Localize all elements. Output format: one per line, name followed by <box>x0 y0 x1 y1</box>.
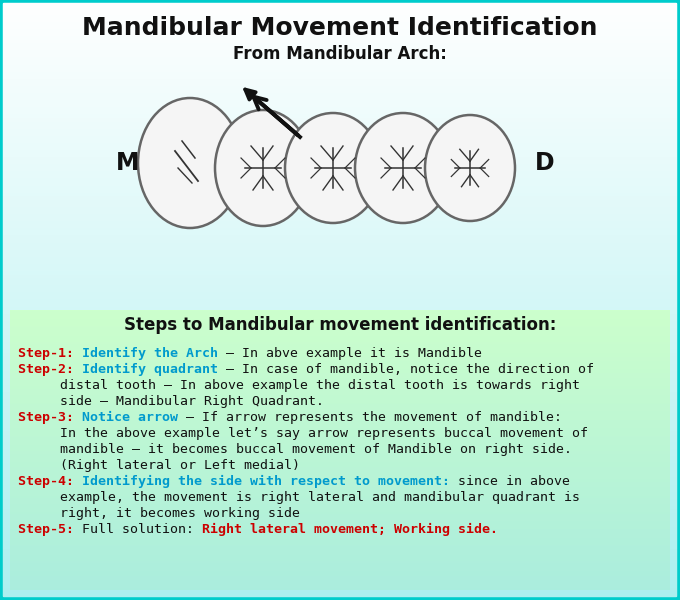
Text: – In case of mandible, notice the direction of: – In case of mandible, notice the direct… <box>218 363 594 376</box>
Ellipse shape <box>425 115 515 221</box>
Text: side – Mandibular Right Quadrant.: side – Mandibular Right Quadrant. <box>36 395 324 408</box>
Ellipse shape <box>285 113 381 223</box>
Text: Right lateral movement; Working side.: Right lateral movement; Working side. <box>202 523 498 536</box>
Text: Notice arrow: Notice arrow <box>82 411 178 424</box>
Text: In the above example let’s say arrow represents buccal movement of: In the above example let’s say arrow rep… <box>36 427 588 440</box>
Ellipse shape <box>138 98 242 228</box>
Text: Full solution:: Full solution: <box>82 523 202 536</box>
Ellipse shape <box>355 113 451 223</box>
Text: – In abve example it is Mandible: – In abve example it is Mandible <box>218 347 482 360</box>
Text: From Mandibular Arch:: From Mandibular Arch: <box>233 45 447 63</box>
Text: Step-4:: Step-4: <box>18 475 82 488</box>
Text: Identify the Arch: Identify the Arch <box>82 347 218 360</box>
Text: Identify quadrant: Identify quadrant <box>82 363 218 376</box>
Text: Step-5:: Step-5: <box>18 523 82 536</box>
Text: since in above: since in above <box>450 475 570 488</box>
Text: Step-1:: Step-1: <box>18 347 82 360</box>
Text: mandible – it becomes buccal movement of Mandible on right side.: mandible – it becomes buccal movement of… <box>36 443 572 456</box>
Text: right, it becomes working side: right, it becomes working side <box>36 507 300 520</box>
Text: Step-3:: Step-3: <box>18 411 82 424</box>
Text: Identifying the side with respect to movement:: Identifying the side with respect to mov… <box>82 475 450 488</box>
Text: D: D <box>535 151 555 175</box>
Text: Steps to Mandibular movement identification:: Steps to Mandibular movement identificat… <box>124 316 556 334</box>
Text: Step-2:: Step-2: <box>18 363 82 376</box>
Ellipse shape <box>215 110 311 226</box>
Text: example, the movement is right lateral and mandibular quadrant is: example, the movement is right lateral a… <box>36 491 580 504</box>
Text: distal tooth – In above example the distal tooth is towards right: distal tooth – In above example the dist… <box>36 379 580 392</box>
Text: M: M <box>116 151 139 175</box>
Text: Mandibular Movement Identification: Mandibular Movement Identification <box>82 16 598 40</box>
Text: – If arrow represents the movement of mandible:: – If arrow represents the movement of ma… <box>178 411 562 424</box>
Text: (Right lateral or Left medial): (Right lateral or Left medial) <box>36 459 300 472</box>
